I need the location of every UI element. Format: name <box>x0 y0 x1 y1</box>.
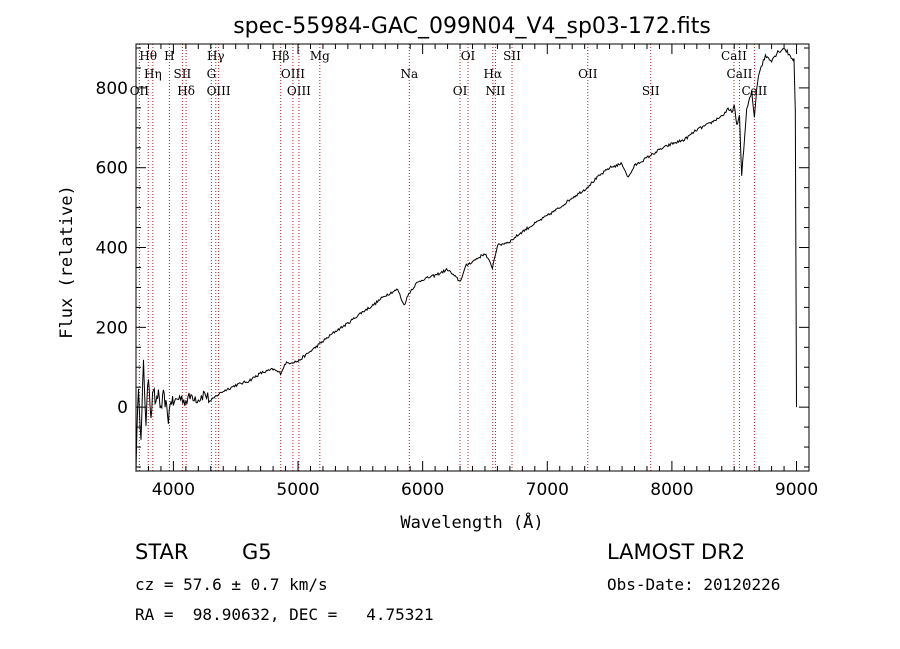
x-tick-label: 7000 <box>526 480 569 500</box>
y-tick-label: 400 <box>96 239 128 259</box>
coordinates-readout: RA = 98.90632, DEC = 4.75321 <box>135 605 434 624</box>
annotation-label: OIII <box>287 84 311 98</box>
y-tick-label: 200 <box>96 318 128 338</box>
spectrum-line <box>135 47 797 472</box>
annotation-label: CaII <box>727 67 753 81</box>
annotation-label: OII <box>130 84 150 98</box>
y-tick-label: 800 <box>96 79 128 99</box>
annotation-label: CaII <box>741 84 767 98</box>
annotation-label: NII <box>485 84 505 98</box>
annotation-label: Hα <box>484 67 503 81</box>
object-class: STAR <box>135 540 189 564</box>
annotation-label: Hη <box>144 67 162 81</box>
annotation-label: SII <box>503 49 521 63</box>
plot-frame <box>135 43 810 472</box>
survey-name: LAMOST DR2 <box>607 540 746 564</box>
annotation-label: OIII <box>207 84 231 98</box>
axis-ticks: 4000 5000 6000 7000 8000 9000 0 200 400 600 800 <box>96 44 818 500</box>
annotation-label: CaII <box>721 49 747 63</box>
annotation-label: G <box>207 67 217 81</box>
annotation-label: Hθ <box>139 49 157 63</box>
x-tick-label: 4000 <box>152 480 195 500</box>
annotation-label: Hδ <box>177 84 195 98</box>
redshift-readout: cz = 57.6 ± 0.7 km/s <box>135 575 328 594</box>
annotation-label: Hβ <box>272 49 289 63</box>
annotation-label: OIII <box>281 67 305 81</box>
x-axis-label: Wavelength (Å) <box>400 511 543 533</box>
object-subclass: G5 <box>242 540 272 564</box>
annotation-label: OII <box>578 67 598 81</box>
annotation-label: H <box>164 49 174 63</box>
annotation-label: SII <box>174 67 192 81</box>
obs-date-readout: Obs-Date: 20120226 <box>607 575 781 594</box>
chart-title: spec-55984-GAC_099N04_V4_sp03-172.fits <box>233 14 711 39</box>
series-layer <box>135 47 797 472</box>
annotation-label: SII <box>642 84 660 98</box>
y-axis-label: Flux (relative) <box>57 185 77 339</box>
x-tick-label: 8000 <box>650 480 693 500</box>
annotation-label: Na <box>400 67 418 81</box>
emission-line-annotations: HθHηOIIHSIIHδHγGOIIIHβOIIIOIIIMgNaOIOIHα… <box>130 44 768 471</box>
annotation-label: OI <box>453 84 468 98</box>
annotation-label: OI <box>461 49 476 63</box>
annotation-label: Hγ <box>207 49 225 63</box>
x-tick-label: 6000 <box>401 480 444 500</box>
annotation-label: Mg <box>310 49 330 63</box>
x-tick-label: 5000 <box>276 480 319 500</box>
y-tick-label: 0 <box>117 398 128 418</box>
y-tick-label: 600 <box>96 159 128 179</box>
x-tick-label: 9000 <box>775 480 818 500</box>
